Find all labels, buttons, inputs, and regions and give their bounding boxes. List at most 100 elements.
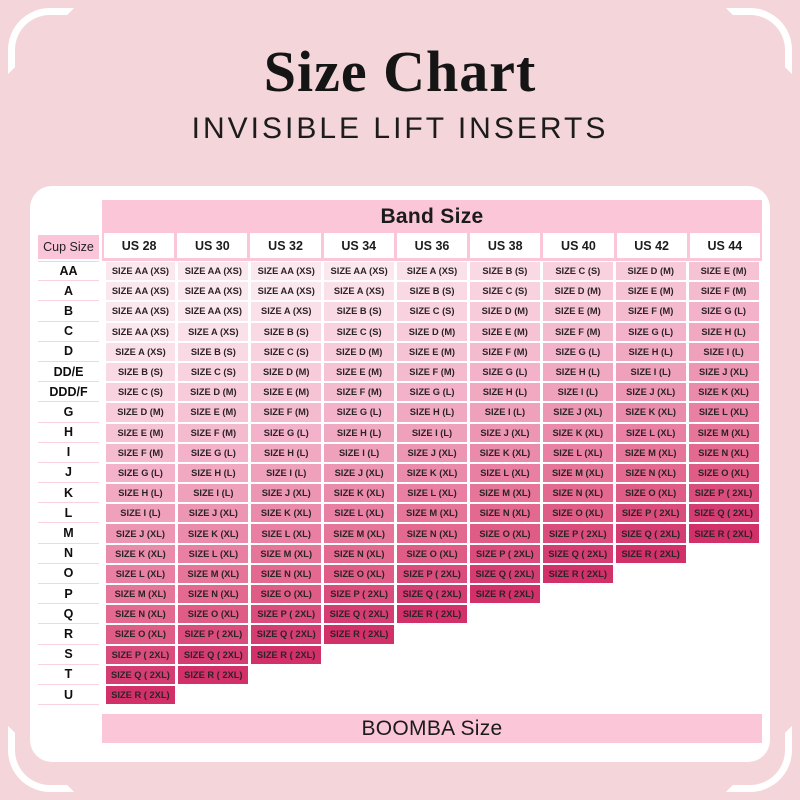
table-row: Q SIZE N (XL) SIZE O (XL) SIZE P ( 2XL) SIZE…	[38, 604, 762, 625]
size-cell: SIZE A (XS)	[397, 262, 467, 281]
cup-size-header: Cup Size	[38, 235, 99, 259]
size-cell: SIZE M (XL)	[251, 544, 322, 563]
size-cell: SIZE M (XL)	[178, 564, 249, 583]
size-cell: SIZE I (L)	[324, 443, 395, 462]
size-cell: SIZE O (XL)	[615, 484, 686, 503]
row-cells: SIZE AA (XS) SIZE AA (XS) SIZE AA (XS) SIZE…	[102, 261, 762, 281]
size-cell: SIZE J (XL)	[469, 423, 540, 442]
row-cells: SIZE F (M) SIZE G (L) SIZE H (L) SIZE I (L)…	[102, 443, 762, 463]
size-cell: SIZE M (XL)	[324, 524, 395, 543]
size-cell: SIZE AA (XS)	[105, 262, 176, 281]
size-cell: SIZE I (L)	[688, 342, 759, 361]
size-cell: SIZE E (M)	[178, 403, 249, 422]
size-cell: SIZE G (L)	[178, 443, 249, 462]
empty-cell	[397, 666, 467, 684]
size-cell: SIZE F (M)	[324, 383, 395, 402]
size-cell: SIZE D (M)	[251, 362, 322, 382]
row-cells: SIZE B (S) SIZE C (S) SIZE D (M) SIZE E (M)…	[102, 362, 762, 382]
size-cell: SIZE E (M)	[324, 362, 395, 382]
size-cell: SIZE E (M)	[105, 423, 176, 442]
empty-cell	[616, 625, 686, 643]
cup-size-row-label: G	[38, 402, 99, 423]
size-cell: SIZE D (M)	[542, 282, 613, 301]
size-cell: SIZE K (XL)	[615, 403, 686, 422]
row-cells: SIZE A (XS) SIZE B (S) SIZE C (S) SIZE D (M…	[102, 342, 762, 362]
band-size-column-header: US 30	[177, 233, 248, 258]
size-cell: SIZE K (XL)	[688, 383, 759, 402]
size-cell: SIZE G (L)	[251, 423, 322, 442]
table-row: H SIZE E (M) SIZE F (M) SIZE G (L) SIZE H (L…	[38, 423, 762, 443]
empty-cell	[689, 565, 759, 583]
size-cell: SIZE K (XL)	[397, 463, 467, 483]
size-cell: SIZE B (S)	[469, 262, 540, 281]
size-cell: SIZE M (XL)	[688, 423, 759, 442]
size-cell: SIZE J (XL)	[324, 463, 395, 483]
cup-size-row-label: S	[38, 645, 99, 665]
row-cells: SIZE E (M) SIZE F (M) SIZE G (L) SIZE H (L)…	[102, 423, 762, 443]
size-cell: SIZE P ( 2XL)	[178, 625, 249, 644]
size-cell: SIZE R ( 2XL)	[324, 625, 395, 644]
size-cell: SIZE AA (XS)	[105, 302, 176, 321]
table-row: J SIZE G (L) SIZE H (L) SIZE I (L) SIZE J (X…	[38, 463, 762, 484]
size-cell: SIZE AA (XS)	[251, 282, 322, 301]
row-cells: SIZE I (L) SIZE J (XL) SIZE K (XL) SIZE L (…	[102, 503, 762, 523]
size-cell: SIZE R ( 2XL)	[397, 605, 467, 624]
band-size-column-header: US 38	[470, 233, 541, 258]
table-row: T SIZE Q ( 2XL) SIZE R ( 2XL)	[38, 665, 762, 685]
empty-cell	[324, 666, 394, 684]
empty-cell	[470, 646, 540, 664]
row-cells: SIZE AA (XS) SIZE A (XS) SIZE B (S) SIZE C …	[102, 322, 762, 342]
band-size-column-header: US 40	[543, 233, 614, 258]
cup-size-row-label: C	[38, 322, 99, 342]
table-rows: AA SIZE AA (XS) SIZE AA (XS) SIZE AA (XS) SI…	[38, 261, 762, 706]
cup-size-row-label: N	[38, 544, 99, 564]
row-cells: SIZE Q ( 2XL) SIZE R ( 2XL)	[102, 665, 762, 685]
size-cell: SIZE G (L)	[688, 302, 759, 321]
empty-cell	[689, 605, 759, 623]
size-cell: SIZE A (XS)	[105, 342, 176, 361]
band-size-column-header: US 34	[323, 233, 394, 258]
table-row: DDD/F SIZE C (S) SIZE D (M) SIZE E (M) SIZE …	[38, 382, 762, 403]
row-cells: SIZE C (S) SIZE D (M) SIZE E (M) SIZE F (M)…	[102, 382, 762, 402]
empty-cell	[470, 625, 540, 643]
empty-cell	[397, 686, 467, 704]
band-size-column-header: US 32	[250, 233, 321, 258]
cup-size-row-label: J	[38, 463, 99, 484]
size-cell: SIZE I (L)	[615, 362, 686, 382]
band-size-header-row: Band Size	[38, 200, 762, 233]
column-header-row: Cup Size US 28 US 30 US 32 US 34 US 36 US 38 U…	[38, 233, 762, 261]
size-cell: SIZE C (S)	[178, 362, 249, 382]
cup-size-row-label: U	[38, 685, 99, 706]
empty-cell	[689, 545, 759, 563]
band-size-header: Band Size	[102, 200, 762, 233]
size-cell: SIZE J (XL)	[397, 443, 467, 462]
table-row: L SIZE I (L) SIZE J (XL) SIZE K (XL) SIZE L …	[38, 503, 762, 524]
size-cell: SIZE L (XL)	[251, 524, 322, 543]
size-cell: SIZE A (XS)	[251, 302, 322, 321]
size-cell: SIZE G (L)	[615, 322, 686, 341]
size-cell: SIZE F (M)	[251, 403, 322, 422]
cup-size-row-label: R	[38, 624, 99, 645]
cup-size-row-label: H	[38, 423, 99, 443]
empty-cell	[689, 666, 759, 684]
empty-cell	[689, 686, 759, 704]
size-cell: SIZE Q ( 2XL)	[397, 585, 467, 604]
size-cell: SIZE D (M)	[178, 383, 249, 402]
row-cells: SIZE L (XL) SIZE M (XL) SIZE N (XL) SIZE O …	[102, 564, 762, 584]
size-cell: SIZE B (S)	[251, 322, 322, 341]
size-cell: SIZE Q ( 2XL)	[251, 625, 322, 644]
size-cell: SIZE E (M)	[615, 282, 686, 301]
size-cell: SIZE H (L)	[105, 484, 176, 503]
size-cell: SIZE N (XL)	[469, 504, 540, 523]
size-cell: SIZE N (XL)	[251, 564, 322, 583]
size-cell: SIZE C (S)	[105, 383, 176, 402]
size-cell: SIZE O (XL)	[542, 504, 613, 523]
size-cell: SIZE AA (XS)	[178, 282, 249, 301]
cup-size-row-label: L	[38, 503, 99, 524]
empty-cell	[397, 625, 467, 643]
size-cell: SIZE C (S)	[542, 262, 613, 281]
table-row: P SIZE M (XL) SIZE N (XL) SIZE O (XL) SIZE P…	[38, 584, 762, 605]
row-cells: SIZE P ( 2XL) SIZE Q ( 2XL) SIZE R ( 2XL)	[102, 645, 762, 665]
size-cell: SIZE H (L)	[542, 362, 613, 382]
